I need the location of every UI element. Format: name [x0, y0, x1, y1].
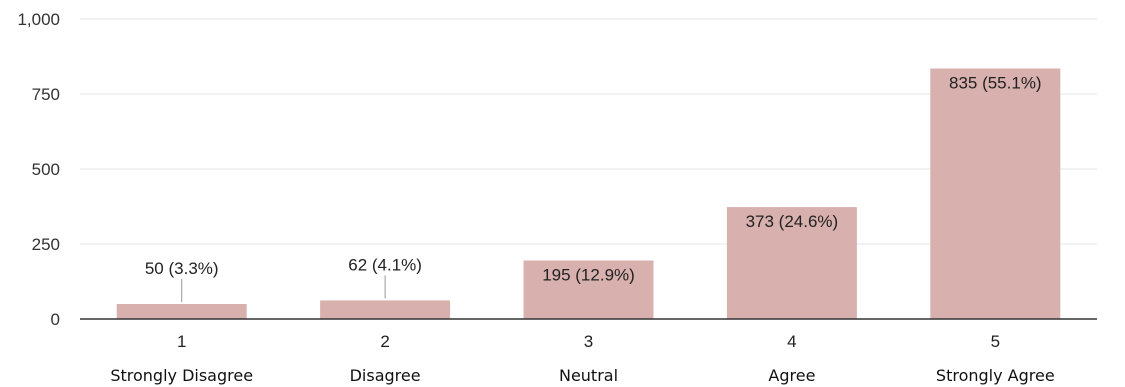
- y-axis-ticks: 0 250 500 750 1,000: [17, 10, 60, 329]
- bar: [320, 300, 451, 319]
- y-tick-label: 500: [32, 160, 60, 179]
- x-tick-description: Strongly Disagree: [110, 366, 253, 385]
- x-tick-label: 2: [380, 332, 389, 351]
- x-tick-description: Agree: [768, 366, 815, 385]
- y-tick-label: 1,000: [17, 10, 60, 29]
- data-labels: 50 (3.3%) 62 (4.1%) 195 (12.9%) 373 (24.6%)…: [145, 74, 1042, 302]
- x-tick-label: 3: [584, 332, 593, 351]
- y-tick-label: 0: [51, 310, 60, 329]
- x-tick-description: Strongly Agree: [936, 366, 1055, 385]
- x-axis-ticks: 1 Strongly Disagree 2 Disagree 3 Neutral 4 Agre…: [110, 332, 1054, 385]
- bar: [523, 260, 654, 319]
- data-label: 195 (12.9%): [542, 266, 635, 285]
- bar: [726, 207, 857, 319]
- y-tick-label: 750: [32, 85, 60, 104]
- data-label: 373 (24.6%): [746, 212, 839, 231]
- gridlines: [80, 18, 1097, 245]
- x-tick-label: 5: [991, 332, 1000, 351]
- data-label: 835 (55.1%): [949, 74, 1042, 93]
- data-label: 50 (3.3%): [145, 259, 219, 278]
- bars: [116, 68, 1061, 319]
- x-tick-description: Neutral: [559, 366, 618, 385]
- x-tick-label: 4: [787, 332, 796, 351]
- y-tick-label: 250: [32, 235, 60, 254]
- x-tick-label: 1: [177, 332, 186, 351]
- data-label: 62 (4.1%): [348, 255, 422, 274]
- x-tick-description: Disagree: [350, 366, 421, 385]
- bar: [930, 68, 1061, 319]
- bar: [116, 304, 247, 319]
